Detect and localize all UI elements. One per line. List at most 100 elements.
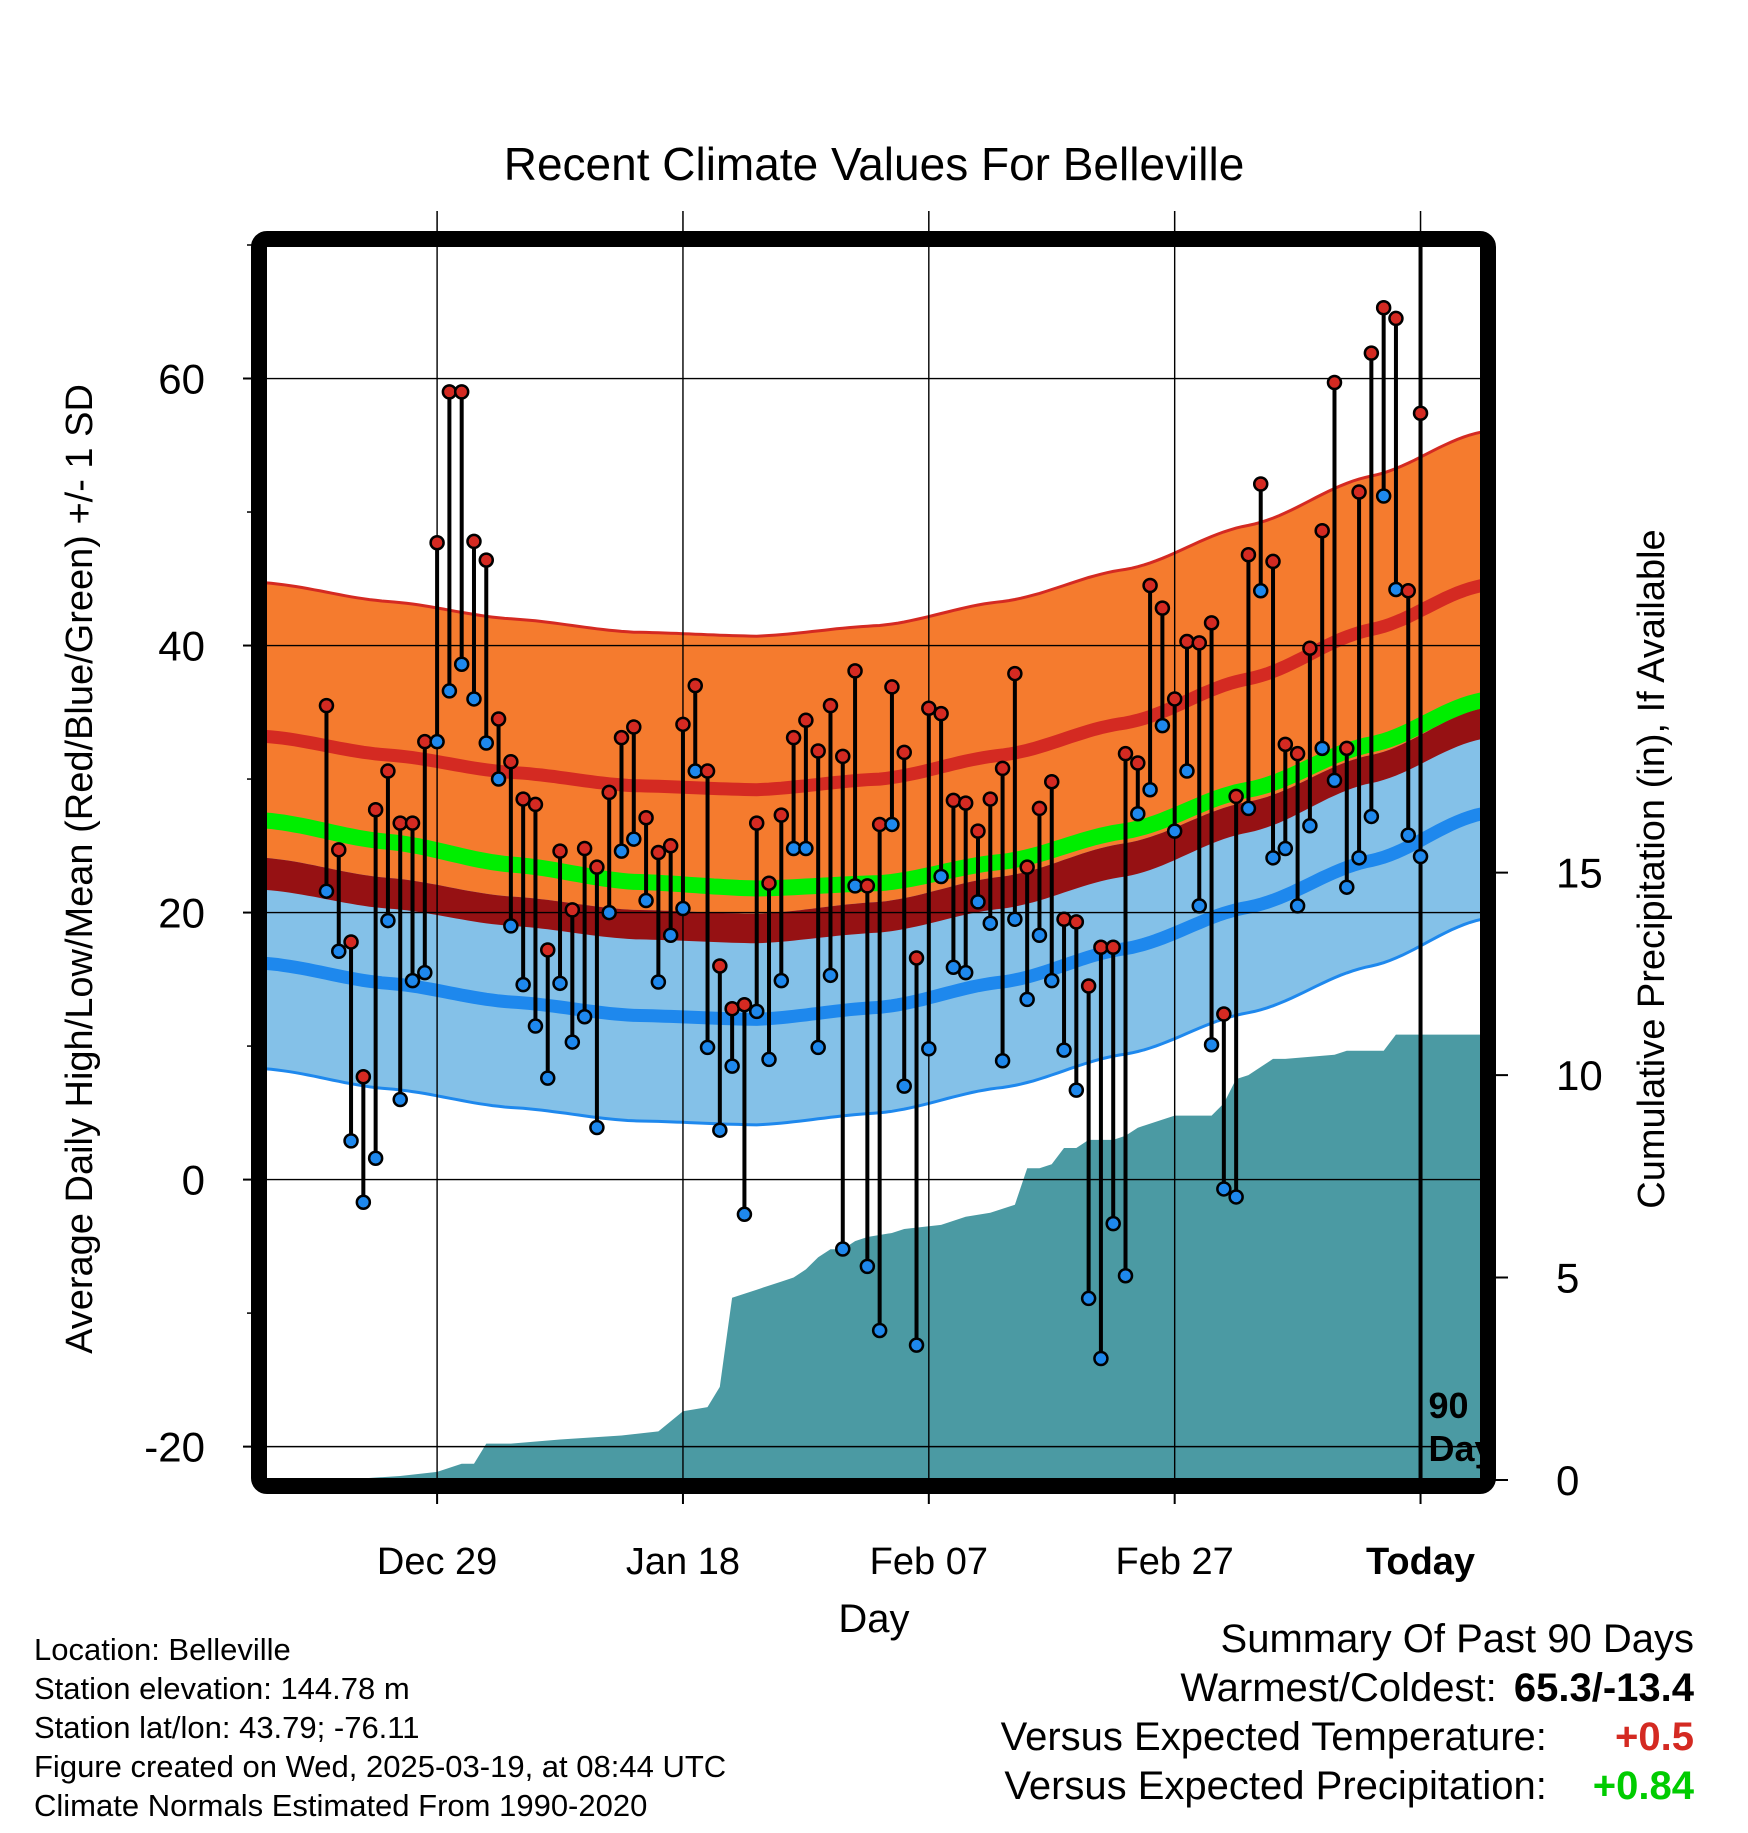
observed-high-point xyxy=(970,823,986,839)
observed-high-point xyxy=(835,748,851,765)
observed-high-point xyxy=(699,763,716,779)
normal-high-line xyxy=(265,579,1482,797)
observed-low-point xyxy=(626,831,642,847)
observed-low-point xyxy=(404,972,421,989)
observed-high-point xyxy=(1388,310,1404,327)
observed-low-point xyxy=(331,943,347,960)
x-axis-label: Day xyxy=(838,1597,909,1641)
observed-high-point xyxy=(318,697,335,714)
observed-low-point xyxy=(613,843,630,859)
observed-high-point xyxy=(453,384,470,400)
observed-low-point xyxy=(724,1058,740,1074)
observed-high-point xyxy=(1240,547,1257,563)
observed-high-point xyxy=(957,795,974,811)
observed-high-point xyxy=(933,705,949,722)
observed-high-point xyxy=(343,934,359,950)
observed-low-point xyxy=(1203,1036,1220,1053)
observed-low-point xyxy=(1388,581,1404,598)
observed-low-point xyxy=(1105,1215,1121,1232)
observed-low-point xyxy=(564,1034,581,1050)
summary-panel: Summary Of Past 90 Days Warmest/Coldest:… xyxy=(1001,1615,1694,1811)
observed-high-point xyxy=(589,859,605,875)
normals-text: Climate Normals Estimated From 1990-2020 xyxy=(34,1788,648,1823)
observed-low-point xyxy=(1019,991,1035,1008)
observed-low-point xyxy=(343,1133,359,1149)
observed-low-point xyxy=(871,1322,888,1339)
observed-low-point xyxy=(1179,763,1195,779)
observed-low-point xyxy=(576,1008,593,1025)
y-left-tick-label: 0 xyxy=(182,1157,205,1204)
observed-low-point xyxy=(392,1091,408,1108)
created-text: Figure created on Wed, 2025-03-19, at 08… xyxy=(34,1749,727,1784)
observed-low-point xyxy=(1314,740,1330,757)
observed-low-point xyxy=(478,735,495,751)
summary-precip-row: Versus Expected Precipitation: +0.84 xyxy=(1001,1762,1694,1811)
observed-high-point xyxy=(478,552,495,568)
observed-low-point xyxy=(933,868,949,885)
observed-low-point xyxy=(1375,488,1392,504)
observed-high-point xyxy=(367,802,384,818)
observed-low-point xyxy=(675,900,691,917)
low-sd-lower-line xyxy=(265,917,1482,1127)
x-tick-label: Jan 18 xyxy=(626,1541,740,1583)
observed-low-point xyxy=(1166,823,1183,839)
y-left-tick-label: 40 xyxy=(158,623,205,670)
observed-low-point xyxy=(1191,898,1208,914)
observed-high-point xyxy=(1179,633,1195,650)
y-axis-label-left: Average Daily High/Low/Mean (Red/Blue/Gr… xyxy=(59,384,101,1354)
observed-high-point xyxy=(503,753,519,770)
observed-low-point xyxy=(441,683,458,699)
observed-high-point xyxy=(638,810,654,826)
observed-high-point xyxy=(1228,788,1244,805)
observed-high-point xyxy=(650,844,667,861)
observed-low-point xyxy=(859,1258,876,1275)
observed-high-point xyxy=(1130,755,1146,771)
observed-low-point xyxy=(1277,840,1294,857)
observed-low-point xyxy=(773,972,790,989)
observed-high-point xyxy=(662,838,679,854)
observed-low-point xyxy=(638,892,654,909)
observed-high-point xyxy=(1166,691,1183,707)
observed-low-point xyxy=(1043,972,1060,989)
observed-low-point xyxy=(1093,1350,1109,1367)
observed-high-point xyxy=(1400,583,1416,599)
summary-warmest-row: Warmest/Coldest: 65.3/-13.4 xyxy=(1001,1664,1694,1713)
observed-low-point xyxy=(1412,848,1429,865)
observed-low-point xyxy=(1228,1189,1244,1205)
observed-low-point xyxy=(318,883,335,899)
observed-low-point xyxy=(822,967,839,984)
precip-label: Versus Expected Precipitation: xyxy=(1004,1764,1547,1808)
observed-low-point xyxy=(453,656,470,672)
observed-high-point xyxy=(994,760,1011,777)
observed-high-point xyxy=(908,950,925,966)
observed-high-point xyxy=(355,1069,372,1085)
observed-low-point xyxy=(736,1206,753,1223)
observed-high-point xyxy=(380,763,396,779)
observed-low-point xyxy=(601,904,617,921)
observed-low-point xyxy=(1068,1082,1085,1098)
observed-high-point xyxy=(1216,1006,1232,1022)
observed-low-point xyxy=(699,1039,716,1056)
observed-high-point xyxy=(1031,800,1048,817)
observed-low-point xyxy=(982,915,999,931)
observed-low-point xyxy=(1007,911,1023,927)
observed-low-point xyxy=(1265,850,1281,866)
station-info: Location: Belleville Station elevation: … xyxy=(34,1630,726,1825)
observed-low-point xyxy=(908,1337,925,1353)
observed-low-point xyxy=(662,927,679,944)
observed-low-point xyxy=(1080,1290,1097,1307)
y-right-tick-label: 5 xyxy=(1556,1255,1579,1302)
observed-high-point xyxy=(896,744,912,761)
observed-low-point xyxy=(466,691,482,707)
observed-high-point xyxy=(1363,345,1380,361)
today-days-label: 90 xyxy=(1429,1385,1469,1426)
observed-high-point xyxy=(331,842,347,858)
chart-title: Recent Climate Values For Belleville xyxy=(504,138,1245,190)
observed-high-point xyxy=(1412,405,1429,421)
observed-high-point xyxy=(748,815,765,831)
y-left-tick-label: 20 xyxy=(158,890,205,937)
observed-high-point xyxy=(810,743,826,759)
observed-high-point xyxy=(847,663,863,679)
y-left-tick-label: 60 xyxy=(158,356,205,403)
